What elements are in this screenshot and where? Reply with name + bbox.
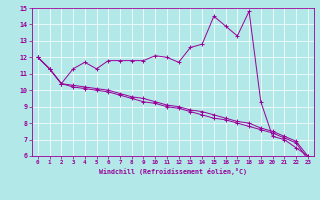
X-axis label: Windchill (Refroidissement éolien,°C): Windchill (Refroidissement éolien,°C) bbox=[99, 168, 247, 175]
